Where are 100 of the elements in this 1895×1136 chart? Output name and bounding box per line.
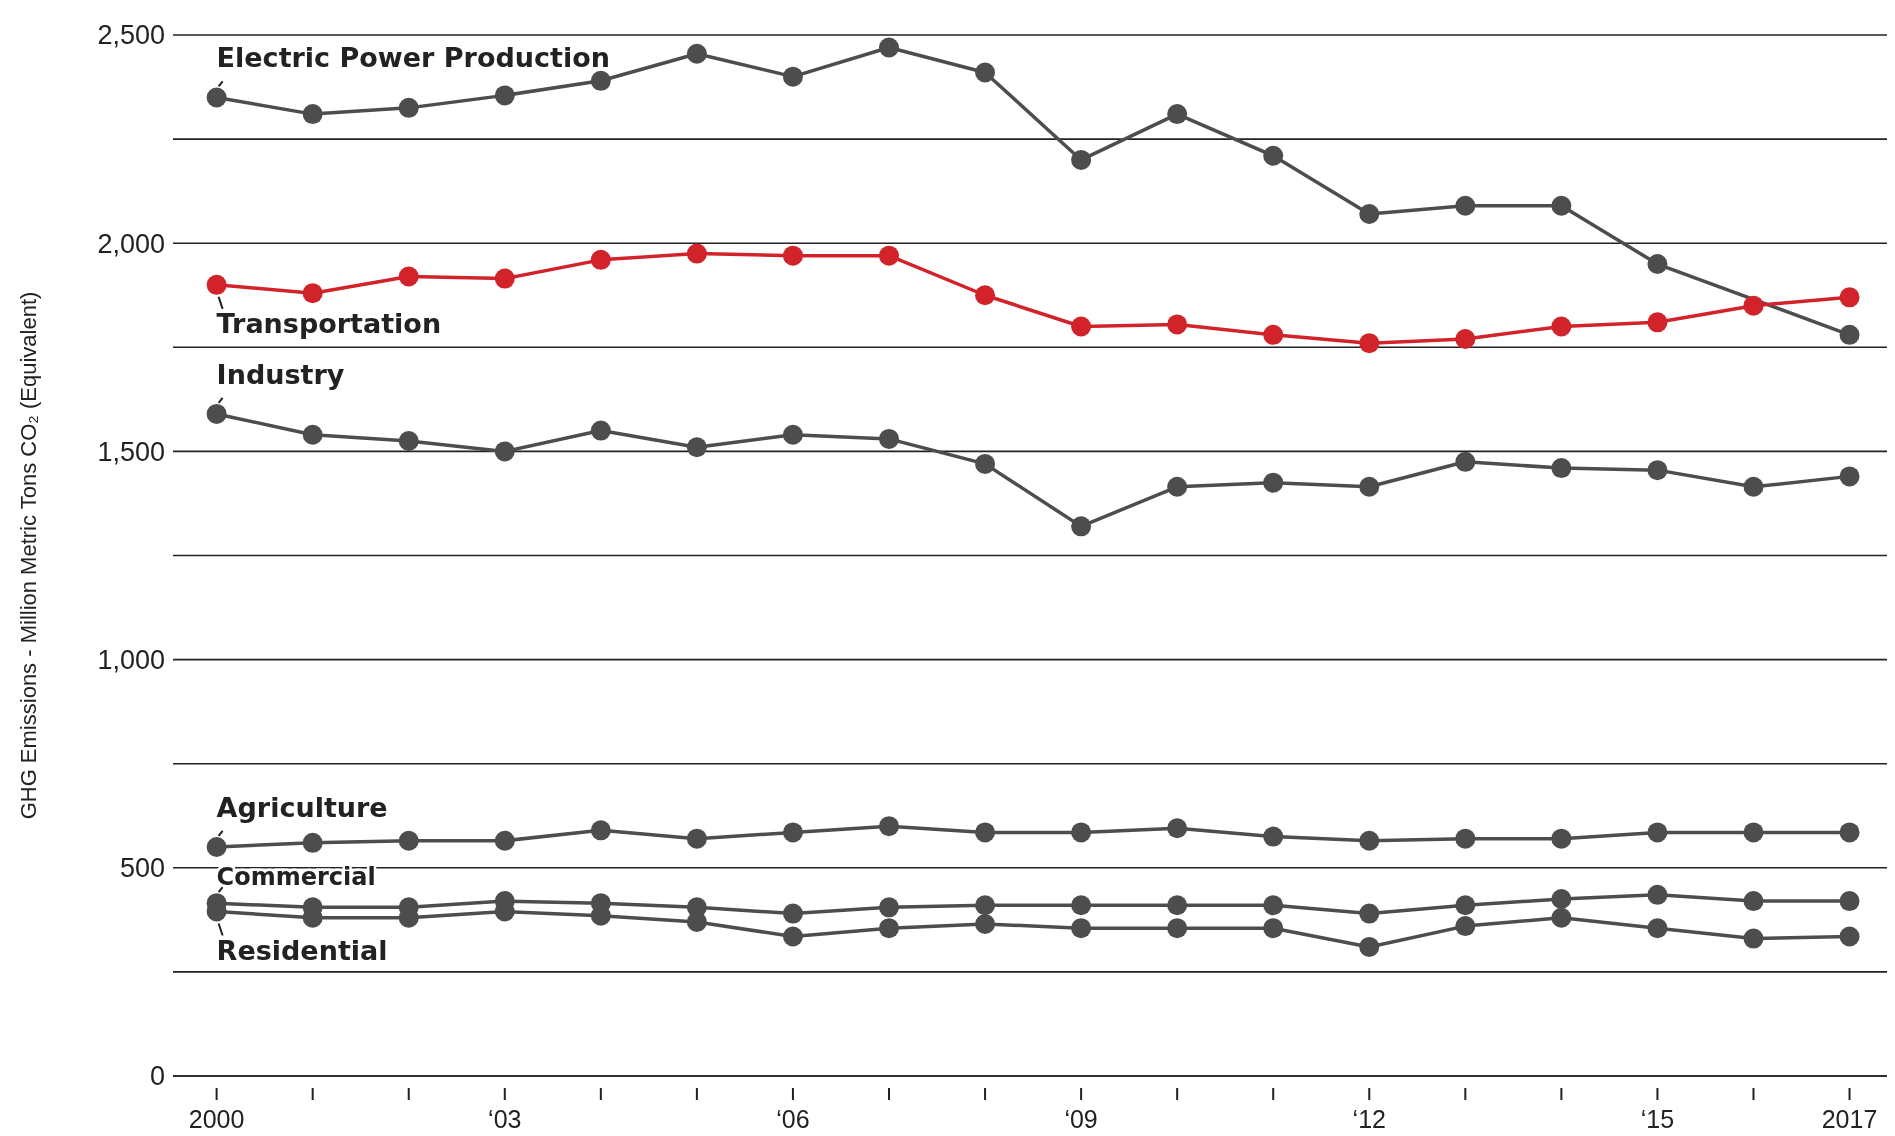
point [302, 832, 323, 853]
point [1647, 918, 1668, 939]
point [590, 420, 611, 441]
point [686, 243, 707, 264]
point [975, 62, 996, 83]
point [1359, 204, 1380, 225]
point [494, 268, 515, 289]
point [1743, 822, 1764, 843]
series-label: Residential [216, 934, 388, 966]
point [1263, 472, 1284, 493]
point [302, 283, 323, 304]
point [1455, 895, 1476, 916]
point [879, 897, 899, 918]
point [1263, 826, 1284, 847]
point [1263, 918, 1284, 939]
point [975, 285, 996, 306]
point [206, 274, 227, 295]
point [782, 245, 803, 266]
point [1359, 476, 1380, 497]
point [879, 428, 899, 449]
point [1551, 316, 1572, 337]
point [1551, 907, 1572, 928]
point [1071, 822, 1092, 843]
point [1743, 295, 1764, 316]
point [782, 424, 803, 445]
y-axis-title: GHG Emissions - Million Metric Tons CO₂ (Equivalent) [16, 291, 41, 820]
point [494, 85, 515, 106]
point [398, 830, 419, 851]
series-label: Industry [216, 358, 345, 390]
series-label: Commercial [216, 863, 376, 892]
x-tick-label: ‘09 [1064, 1105, 1098, 1133]
point [1647, 822, 1668, 843]
point [398, 430, 419, 451]
point [1839, 287, 1860, 308]
point [1455, 451, 1476, 472]
point [1743, 928, 1764, 949]
point [686, 911, 707, 932]
point [975, 822, 996, 843]
point [302, 104, 323, 125]
point [1455, 195, 1476, 216]
point [1743, 891, 1764, 912]
x-tick-label: 2000 [188, 1105, 245, 1133]
point [1071, 149, 1092, 170]
point [1263, 145, 1284, 166]
point [1263, 324, 1284, 345]
y-tick-label: 0 [149, 1061, 165, 1092]
point [1839, 891, 1860, 912]
point [975, 895, 996, 916]
point [1647, 460, 1668, 481]
point [494, 830, 515, 851]
point [879, 918, 899, 939]
series-label: Electric Power Production [216, 42, 610, 74]
y-tick-label: 1,000 [97, 645, 165, 676]
point [879, 816, 899, 837]
point [1743, 476, 1764, 497]
point [206, 836, 227, 857]
point [590, 820, 611, 841]
point [1167, 314, 1188, 335]
point [879, 37, 899, 58]
point [782, 822, 803, 843]
point [1839, 926, 1860, 947]
y-tick-label: 2,500 [97, 20, 165, 51]
point [1167, 104, 1188, 125]
y-tick-label: 1,500 [97, 436, 165, 467]
point [1359, 333, 1380, 354]
point [1551, 889, 1572, 910]
point [1167, 918, 1188, 939]
point [1167, 476, 1188, 497]
point [1167, 818, 1188, 839]
point [1455, 828, 1476, 849]
point [1167, 895, 1188, 916]
point [590, 249, 611, 270]
point [686, 43, 707, 64]
series-label: Agriculture [216, 791, 388, 823]
y-tick-label: 500 [119, 853, 165, 884]
point [1647, 254, 1668, 275]
point [1071, 918, 1092, 939]
point [782, 926, 803, 947]
point [1455, 328, 1476, 349]
point [1263, 895, 1284, 916]
point [1647, 884, 1668, 905]
x-tick-label: ‘03 [488, 1105, 522, 1133]
point [782, 903, 803, 924]
point [1839, 822, 1860, 843]
point [1647, 312, 1668, 333]
point [1551, 458, 1572, 479]
point [590, 70, 611, 91]
point [1359, 903, 1380, 924]
point [398, 97, 419, 118]
x-tick-label: 2017 [1821, 1105, 1878, 1133]
point [782, 66, 803, 87]
series-label: Transportation [216, 307, 442, 339]
point [1071, 516, 1092, 537]
x-tick-label: ‘06 [776, 1105, 810, 1133]
point [302, 424, 323, 445]
point [1551, 195, 1572, 216]
point [975, 453, 996, 474]
point [1071, 316, 1092, 337]
point [686, 828, 707, 849]
point [879, 245, 899, 266]
